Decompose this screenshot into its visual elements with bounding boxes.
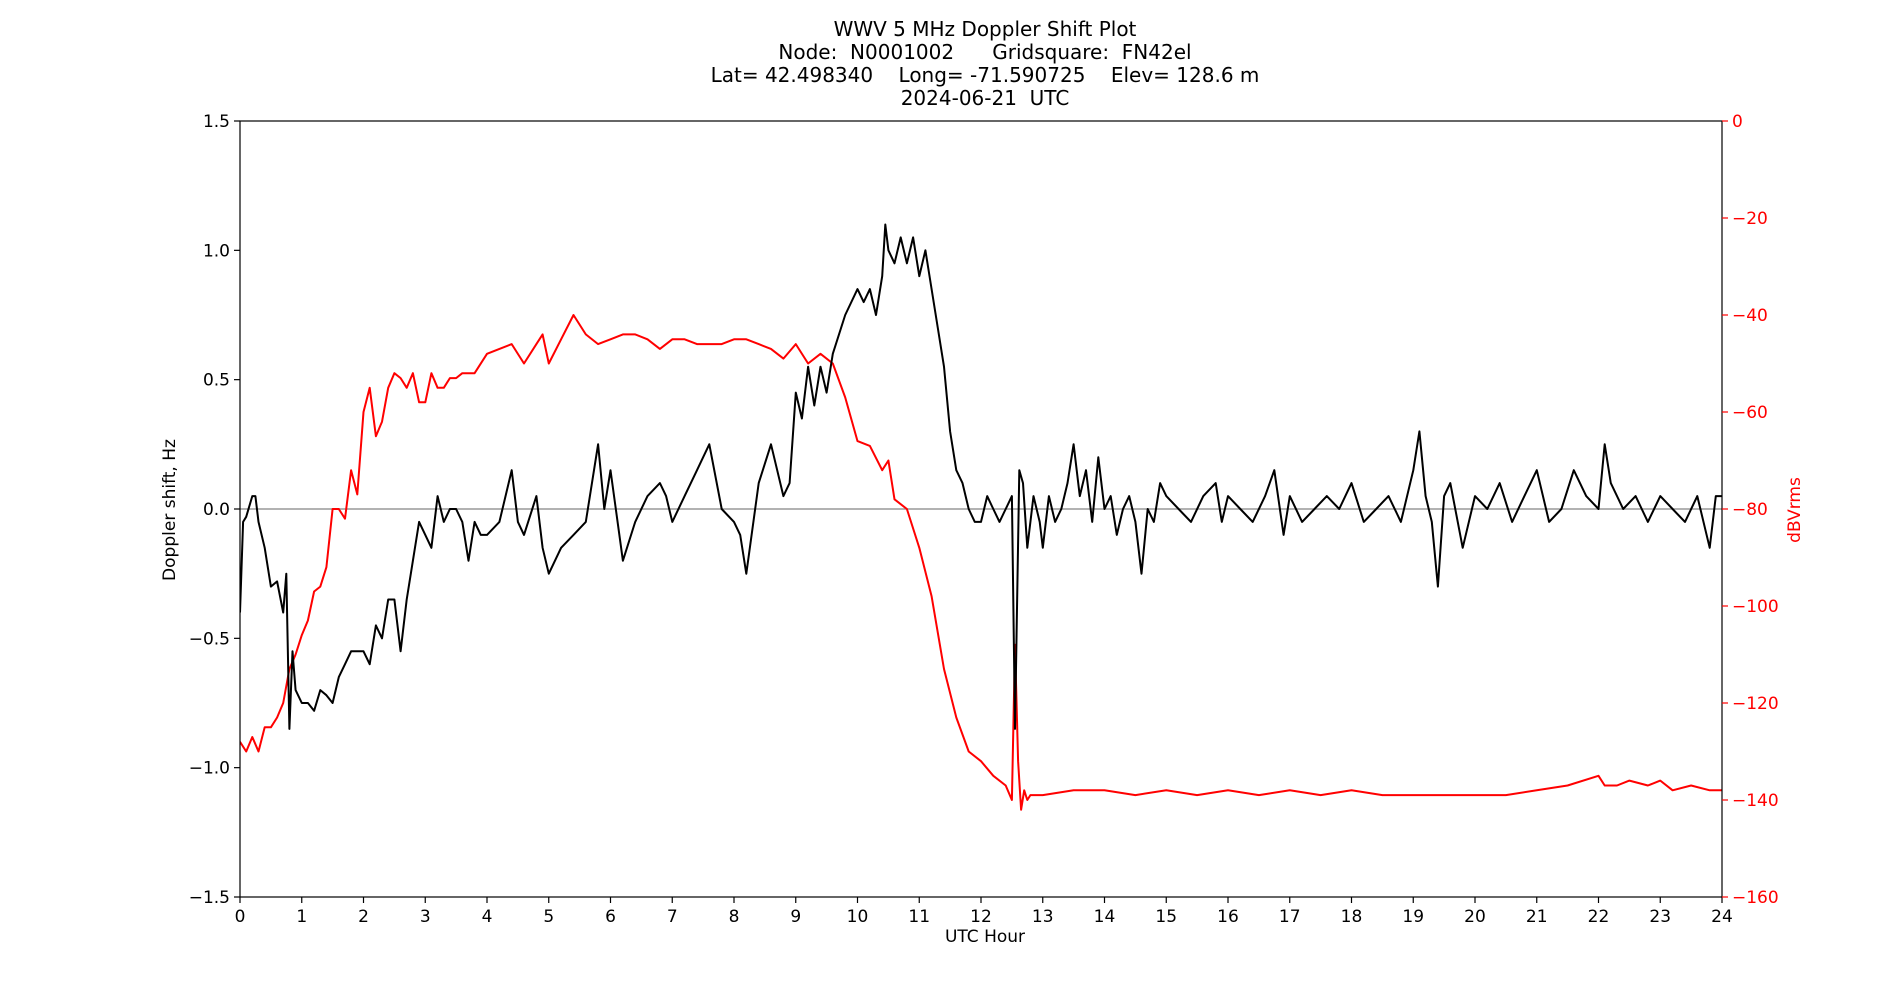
x-tick-label: 3: [420, 907, 431, 927]
x-tick-label: 6: [605, 907, 616, 927]
y-right-tick-label: −60: [1732, 403, 1768, 423]
axis-ticks: 0 1 2 3 4 5 6 7 8 9 10 11 12 13 14 15 16 17 18 19 20 21 22 23 24…: [189, 112, 1779, 927]
y-axis-label-right: dBVrms: [1785, 477, 1805, 543]
x-tick-label: 12: [970, 907, 992, 927]
chart-subtitle-location: Lat= 42.498340 Long= -71.590725 Elev= 12…: [711, 63, 1260, 87]
x-tick-label: 4: [482, 907, 493, 927]
x-tick-label: 2: [358, 907, 369, 927]
y-left-tick-label: 1.0: [203, 241, 230, 261]
doppler-series-line: [240, 223, 1722, 730]
x-tick-label: 9: [790, 907, 801, 927]
y-right-tick-label: −20: [1732, 209, 1768, 229]
y-left-tick-label: −0.5: [189, 629, 230, 649]
x-tick-label: 23: [1649, 907, 1671, 927]
x-tick-label: 19: [1402, 907, 1424, 927]
y-left-tick-label: 0.5: [203, 371, 230, 391]
y-right-tick-label: −140: [1732, 791, 1779, 811]
chart-subtitle-date: 2024-06-21 UTC: [901, 86, 1070, 110]
x-tick-label: 17: [1279, 907, 1301, 927]
y-left-tick-label: −1.5: [189, 888, 230, 908]
y-right-tick-label: −100: [1732, 597, 1779, 617]
x-tick-label: 5: [543, 907, 554, 927]
y-left-tick-label: 0.0: [203, 500, 230, 520]
x-tick-label: 14: [1094, 907, 1116, 927]
x-tick-label: 15: [1155, 907, 1177, 927]
x-tick-label: 16: [1217, 907, 1239, 927]
x-tick-label: 0: [235, 907, 246, 927]
y-axis-label-left: Doppler shift, Hz: [160, 439, 180, 581]
y-right-tick-label: −120: [1732, 694, 1779, 714]
chart-title: WWV 5 MHz Doppler Shift Plot: [834, 17, 1137, 41]
x-tick-label: 18: [1341, 907, 1363, 927]
x-tick-label: 10: [847, 907, 869, 927]
y-left-tick-label: −1.0: [189, 759, 230, 779]
y-right-tick-label: 0: [1732, 112, 1743, 132]
x-tick-label: 8: [729, 907, 740, 927]
x-tick-label: 24: [1711, 907, 1733, 927]
y-right-tick-label: −40: [1732, 306, 1768, 326]
x-axis-label: UTC Hour: [945, 927, 1025, 947]
x-tick-label: 22: [1588, 907, 1610, 927]
x-tick-label: 20: [1464, 907, 1486, 927]
x-tick-label: 21: [1526, 907, 1548, 927]
x-tick-label: 11: [908, 907, 930, 927]
x-tick-label: 7: [667, 907, 678, 927]
y-right-tick-label: −160: [1732, 888, 1779, 908]
y-left-tick-label: 1.5: [203, 112, 230, 132]
x-tick-label: 13: [1032, 907, 1054, 927]
y-right-tick-label: −80: [1732, 500, 1768, 520]
power-series-line: [240, 314, 1722, 811]
x-tick-label: 1: [296, 907, 307, 927]
chart-subtitle-node: Node: N0001002 Gridsquare: FN42el: [778, 40, 1191, 64]
